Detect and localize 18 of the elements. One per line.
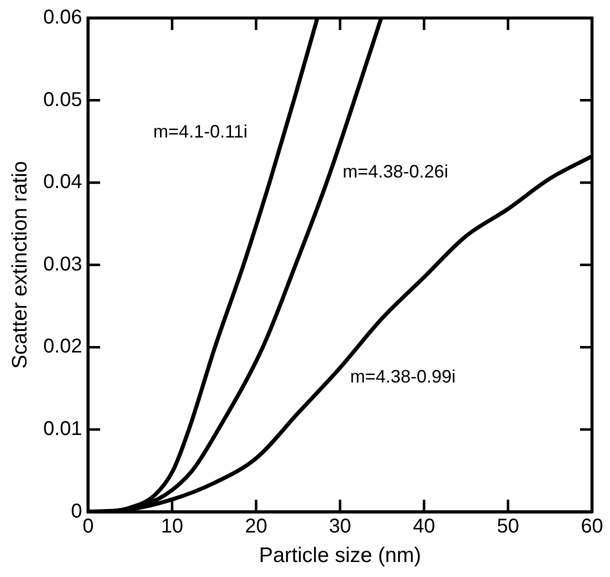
x-tick-label: 30: [328, 515, 352, 538]
y-tick-label: 0.04: [43, 171, 82, 194]
y-axis-title: Scatter extinction ratio: [8, 161, 32, 369]
y-tick-label: 0.03: [43, 253, 82, 276]
x-tick-label: 20: [244, 515, 268, 538]
y-tick-label: 0.05: [43, 88, 82, 111]
x-axis-title: Particle size (nm): [258, 544, 422, 568]
x-tick-label: 40: [412, 515, 436, 538]
x-tick-label: 60: [580, 515, 604, 538]
series-label: m=4.38-0.26i: [342, 162, 448, 182]
y-tick-label: 0.06: [43, 6, 82, 29]
y-tick-label: 0.01: [43, 418, 82, 440]
x-tick-label: 50: [496, 515, 520, 538]
y-tick-label: 0.02: [43, 336, 82, 358]
y-tick-label: 0: [71, 500, 82, 522]
x-tick-label: 10: [160, 515, 184, 538]
series-label: m=4.38-0.99i: [350, 366, 456, 387]
series-label: m=4.1-0.11i: [153, 122, 248, 142]
